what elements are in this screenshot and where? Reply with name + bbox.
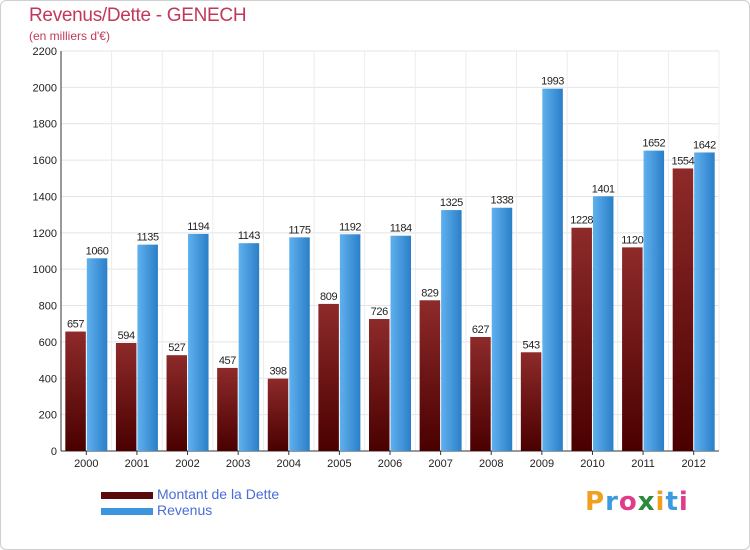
bar-revenus xyxy=(188,233,209,451)
x-tick-label: 2008 xyxy=(479,458,503,470)
value-labels: 657 594 527 457 398 809 726 829 627 543 1228 1120 15… xyxy=(67,76,717,378)
bar-debt xyxy=(267,378,289,451)
x-tick-label: 2010 xyxy=(580,458,604,470)
logo-letter: r xyxy=(605,487,619,517)
bars xyxy=(65,88,715,452)
bar-debt xyxy=(318,303,339,451)
x-tick-label: 2003 xyxy=(226,458,250,470)
value-label-revenus: 1325 xyxy=(440,197,463,209)
grid-lines xyxy=(60,50,720,451)
x-tick-label: 2002 xyxy=(175,458,199,470)
value-label-debt: 657 xyxy=(67,319,84,331)
legend: Montant de la Dette Revenus xyxy=(101,486,361,519)
logo-letter: i xyxy=(655,487,666,517)
value-label-debt: 543 xyxy=(523,339,540,351)
bar-revenus xyxy=(643,150,665,452)
value-label-revenus: 1184 xyxy=(390,223,412,235)
bar-debt xyxy=(571,227,592,451)
value-label-debt: 1554 xyxy=(672,155,695,167)
value-label-revenus: 1338 xyxy=(491,195,514,207)
y-tick-label: 600 xyxy=(39,337,57,349)
y-tick-label: 400 xyxy=(39,373,57,385)
y-tick-label: 2200 xyxy=(33,46,57,58)
x-tick-label: 2001 xyxy=(125,458,149,470)
value-label-debt: 594 xyxy=(118,330,135,342)
x-tick-label: 2004 xyxy=(277,458,301,470)
bar-debt xyxy=(369,319,390,451)
bar-revenus xyxy=(390,235,411,451)
y-tick-label: 800 xyxy=(39,301,57,313)
bar-revenus xyxy=(542,88,563,452)
value-label-revenus: 1993 xyxy=(541,76,564,88)
x-tick-label: 2012 xyxy=(681,458,705,470)
bar-revenus xyxy=(441,210,462,451)
bar-revenus xyxy=(86,258,108,451)
bar-debt xyxy=(419,300,441,451)
value-label-debt: 627 xyxy=(472,324,489,336)
bar-debt xyxy=(115,343,137,451)
y-tick-label: 1200 xyxy=(33,228,57,240)
bar-revenus xyxy=(694,152,715,452)
value-label-revenus: 1652 xyxy=(642,138,665,150)
bar-debt xyxy=(520,352,542,451)
chart-title: Revenus/Dette - GENECH xyxy=(29,5,247,26)
y-tick-label: 1000 xyxy=(33,264,57,276)
legend-label-debt: Montant de la Dette xyxy=(157,486,280,502)
bar-debt xyxy=(622,247,643,451)
value-label-revenus: 1143 xyxy=(238,230,260,242)
x-tick-label: 2000 xyxy=(74,458,98,470)
bar-debt xyxy=(217,367,238,451)
bar-revenus xyxy=(339,234,361,451)
value-label-debt: 829 xyxy=(421,287,438,299)
value-label-revenus: 1175 xyxy=(288,224,310,236)
legend-item-revenus: Revenus xyxy=(101,502,361,519)
value-label-debt: 527 xyxy=(168,342,185,354)
value-label-debt: 398 xyxy=(269,366,286,378)
bar-revenus xyxy=(592,196,614,451)
y-tick-label: 1800 xyxy=(33,119,57,131)
logo-letter: t xyxy=(665,487,679,517)
legend-swatch-debt xyxy=(101,492,153,499)
proxiti-logo: Proxiti xyxy=(585,487,689,517)
value-label-debt: 1120 xyxy=(621,234,643,246)
legend-label-revenus: Revenus xyxy=(157,502,213,518)
bar-debt xyxy=(672,168,694,452)
legend-item-debt: Montant de la Dette xyxy=(101,486,361,503)
y-tick-label: 0 xyxy=(51,446,57,458)
value-label-debt: 726 xyxy=(371,306,388,318)
value-label-revenus: 1642 xyxy=(693,139,716,151)
y-tick-label: 1400 xyxy=(33,191,57,203)
x-tick-label: 2005 xyxy=(327,458,351,470)
y-tick-label: 2000 xyxy=(33,82,57,94)
x-tick-label: 2006 xyxy=(378,458,402,470)
logo-letter: i xyxy=(678,487,689,517)
value-label-debt: 457 xyxy=(219,355,236,367)
x-tick-label: 2011 xyxy=(631,458,655,470)
bar-revenus xyxy=(137,244,158,451)
bar-debt xyxy=(166,355,188,451)
value-label-revenus: 1401 xyxy=(592,183,615,195)
value-label-revenus: 1060 xyxy=(86,245,109,257)
bar-debt xyxy=(65,331,86,451)
y-tick-label: 1600 xyxy=(33,155,57,167)
legend-swatch-revenus xyxy=(101,508,153,515)
chart-subtitle: (en milliers d'€) xyxy=(29,29,110,43)
logo-letter: o xyxy=(618,487,638,517)
bar-revenus xyxy=(491,207,513,451)
y-tick-label: 200 xyxy=(39,410,57,422)
logo-letter: x xyxy=(637,487,656,517)
value-label-revenus: 1192 xyxy=(339,221,361,233)
bar-revenus xyxy=(289,237,310,451)
value-label-debt: 1228 xyxy=(570,215,593,227)
value-label-revenus: 1135 xyxy=(137,232,159,244)
x-tick-label: 2007 xyxy=(428,458,452,470)
logo-letter: P xyxy=(585,487,606,517)
value-label-revenus: 1194 xyxy=(187,221,209,233)
bar-debt xyxy=(470,337,491,451)
x-tick-label: 2009 xyxy=(530,458,554,470)
bar-revenus xyxy=(238,243,260,451)
value-label-debt: 809 xyxy=(320,291,337,303)
